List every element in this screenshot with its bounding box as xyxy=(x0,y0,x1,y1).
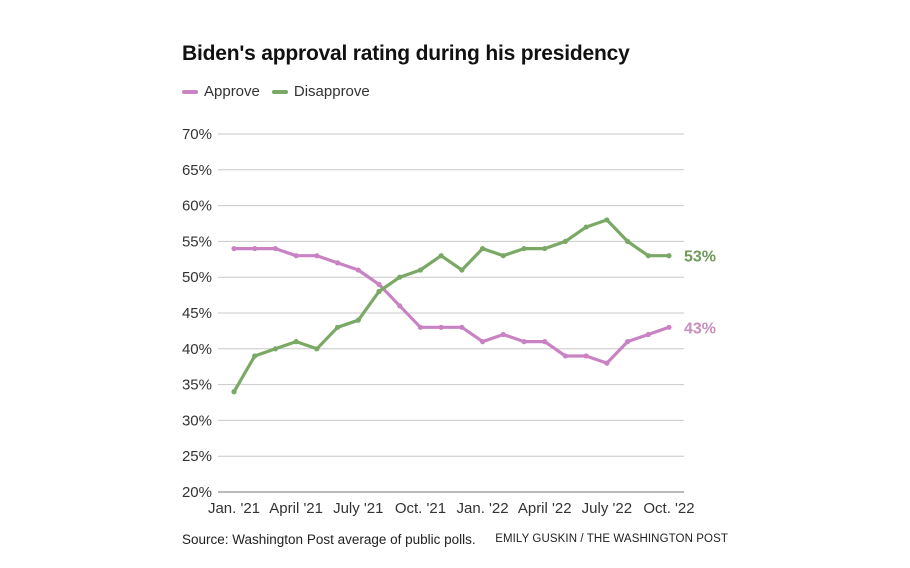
x-tick-label: Oct. '22 xyxy=(643,500,694,517)
x-tick-label: Oct. '21 xyxy=(395,500,446,517)
data-point-disapprove xyxy=(438,253,444,259)
y-tick-label: 30% xyxy=(182,412,212,429)
data-point-approve xyxy=(438,324,444,330)
data-point-approve xyxy=(293,253,299,259)
data-point-disapprove xyxy=(231,389,237,395)
data-point-approve xyxy=(417,324,424,330)
data-point-disapprove xyxy=(293,339,299,345)
data-point-approve xyxy=(500,331,506,338)
data-point-disapprove xyxy=(500,253,506,259)
end-label-approve: 43% xyxy=(684,320,716,337)
credit-note: EMILY GUSKIN / THE WASHINGTON POST xyxy=(495,533,728,545)
legend-swatch-approve xyxy=(182,89,198,94)
data-point-disapprove xyxy=(314,346,320,352)
data-point-disapprove xyxy=(479,245,486,252)
x-tick-label: Jan. '21 xyxy=(208,500,260,517)
data-point-disapprove xyxy=(252,353,258,359)
x-tick-label: April '22 xyxy=(518,500,572,517)
data-point-approve xyxy=(562,353,569,359)
data-point-disapprove xyxy=(521,245,527,252)
data-point-disapprove xyxy=(272,346,279,352)
legend-item-disapprove: Disapprove xyxy=(271,83,370,100)
data-point-approve xyxy=(521,339,527,345)
data-point-approve xyxy=(624,339,631,345)
data-point-approve xyxy=(459,324,465,330)
source-note: Source: Washington Post average of publi… xyxy=(182,532,476,547)
y-tick-label: 45% xyxy=(182,305,212,322)
data-point-approve xyxy=(376,281,382,287)
x-tick-label: July '21 xyxy=(333,500,383,517)
data-point-approve xyxy=(314,253,320,259)
data-point-approve xyxy=(272,245,279,252)
data-point-disapprove xyxy=(397,274,403,280)
data-point-approve xyxy=(334,260,341,266)
y-tick-label: 50% xyxy=(182,269,212,286)
data-point-disapprove xyxy=(604,217,610,223)
y-tick-label: 25% xyxy=(182,448,212,465)
data-point-approve xyxy=(666,324,672,330)
legend: Approve Disapprove xyxy=(182,83,382,100)
data-point-approve xyxy=(604,360,610,366)
data-point-approve xyxy=(542,339,548,345)
legend-label-disapprove: Disapprove xyxy=(293,83,370,100)
x-tick-label: April '21 xyxy=(269,500,323,517)
legend-swatch-disapprove xyxy=(271,89,288,94)
series-line-approve xyxy=(232,247,671,365)
data-point-approve xyxy=(397,303,403,309)
y-tick-label: 55% xyxy=(182,233,212,250)
data-point-disapprove xyxy=(583,224,589,230)
y-tick-label: 65% xyxy=(182,162,212,179)
y-tick-label: 60% xyxy=(182,198,212,215)
y-tick-label: 70% xyxy=(182,126,212,143)
data-point-disapprove xyxy=(459,267,465,273)
data-point-disapprove xyxy=(562,238,569,244)
data-point-disapprove xyxy=(355,317,361,323)
data-point-approve xyxy=(231,245,237,252)
chart-title: Biden's approval rating during his presi… xyxy=(182,42,630,65)
data-point-approve xyxy=(479,339,486,345)
data-point-disapprove xyxy=(417,267,424,273)
legend-label-approve: Approve xyxy=(204,83,260,100)
data-point-disapprove xyxy=(376,288,382,295)
data-point-disapprove xyxy=(334,324,341,330)
end-label-disapprove: 53% xyxy=(684,249,716,266)
data-point-approve xyxy=(355,267,361,273)
data-point-disapprove xyxy=(624,238,631,244)
data-point-approve xyxy=(252,245,258,252)
data-point-approve xyxy=(645,331,651,338)
legend-item-approve: Approve xyxy=(182,83,260,100)
y-tick-label: 35% xyxy=(182,377,212,394)
data-point-approve xyxy=(583,353,589,359)
y-tick-label: 20% xyxy=(182,484,212,501)
x-tick-label: July '22 xyxy=(582,500,632,517)
data-point-disapprove xyxy=(645,253,651,259)
series-line-disapprove xyxy=(232,218,671,394)
data-point-disapprove xyxy=(542,245,548,252)
x-tick-label: Jan. '22 xyxy=(457,500,509,517)
data-point-disapprove xyxy=(666,253,672,259)
y-tick-label: 40% xyxy=(182,341,212,358)
